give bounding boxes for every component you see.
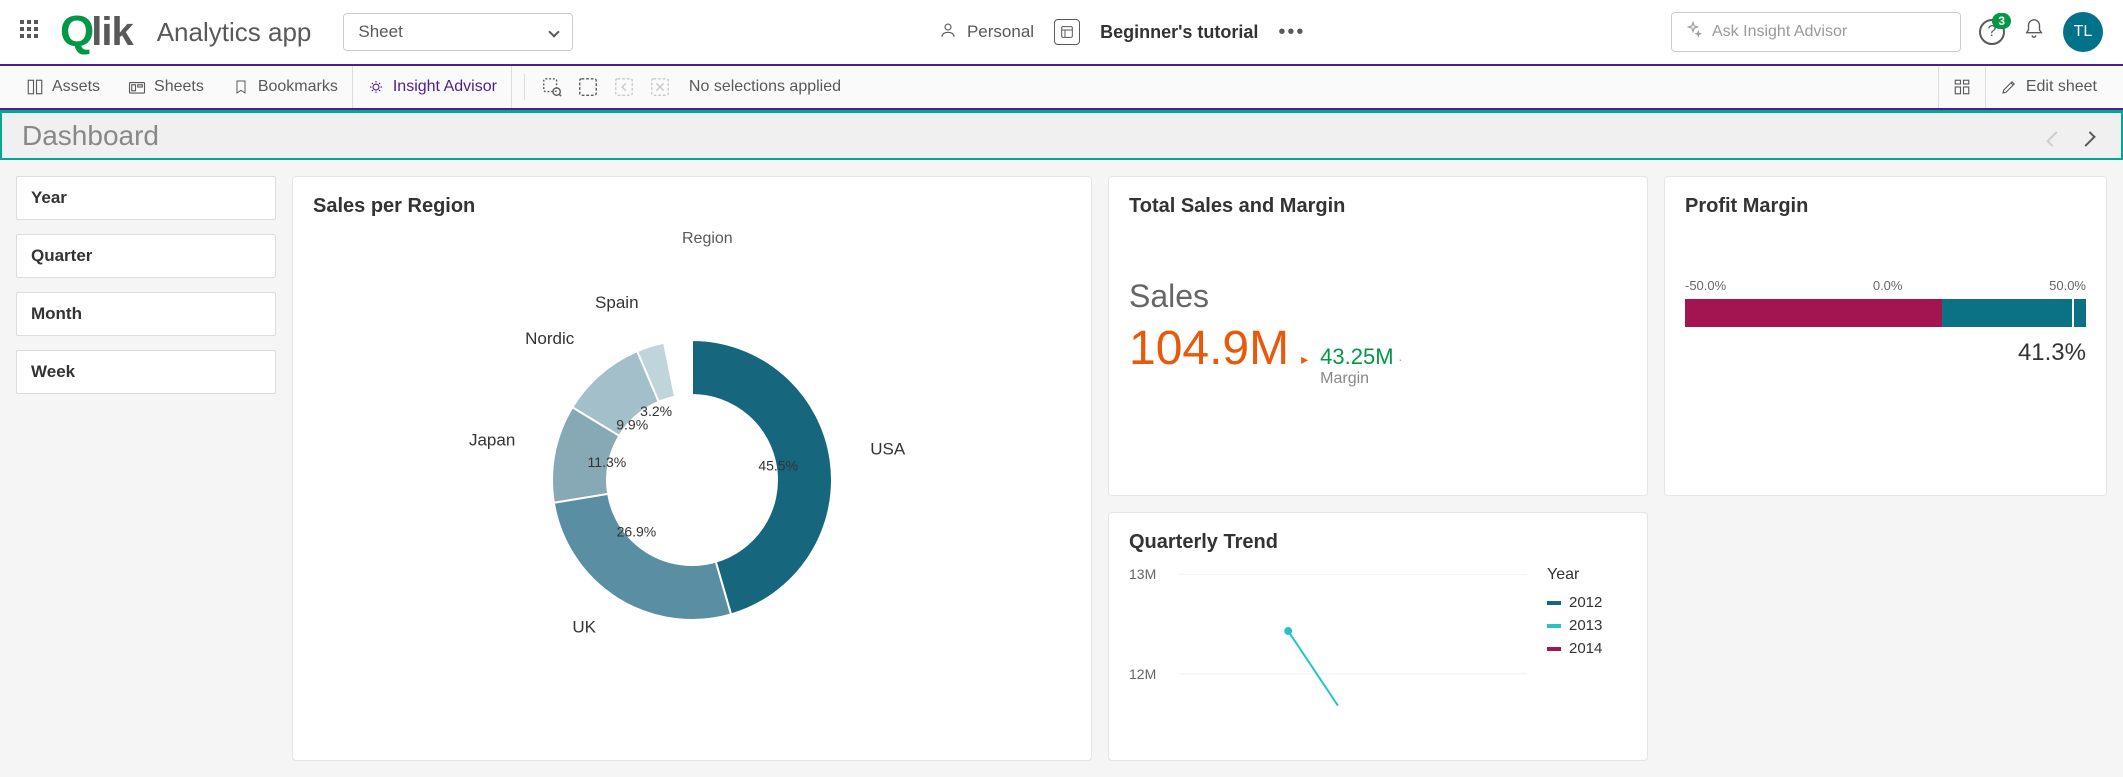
sheet-selector[interactable]: Sheet <box>343 13 573 51</box>
bookmark-icon <box>232 78 250 96</box>
sheet-title: Dashboard <box>22 120 159 152</box>
grid-icon <box>1953 78 1971 96</box>
kpi-value: 104.9M <box>1129 321 1289 376</box>
tutorial-title[interactable]: Beginner's tutorial <box>1100 22 1258 43</box>
trend-ylabel-0: 13M <box>1129 566 1156 582</box>
filter-month[interactable]: Month <box>16 292 276 336</box>
pencil-icon <box>2000 78 2018 96</box>
layout-grid-button[interactable] <box>1938 66 1985 108</box>
pm-scale-left: -50.0% <box>1685 278 1726 293</box>
insight-advisor-button[interactable]: Insight Advisor <box>352 66 512 108</box>
total-sales-kpi[interactable]: Total Sales and Margin Sales 104.9M ▸ 43… <box>1108 176 1648 496</box>
next-sheet-button[interactable] <box>2075 122 2101 150</box>
trend-ylabel-1: 12M <box>1129 666 1156 682</box>
trend-title: Quarterly Trend <box>1129 531 1627 554</box>
app-launcher-icon[interactable] <box>20 20 44 44</box>
clear-selections-icon <box>649 76 671 98</box>
svg-text:UK: UK <box>572 617 596 636</box>
step-back-icon <box>613 76 635 98</box>
sales-per-region-chart[interactable]: Sales per Region Region 45.5% USA 26.9% UK 1… <box>292 176 1092 761</box>
legend-item[interactable]: 2014 <box>1547 640 1627 657</box>
assets-button[interactable]: Assets <box>12 66 114 108</box>
more-menu-icon[interactable]: ••• <box>1278 21 1305 44</box>
notifications-icon[interactable] <box>2023 18 2045 47</box>
sheets-label: Sheets <box>154 78 204 96</box>
insight-label: Insight Advisor <box>393 78 497 96</box>
filter-pane: Year Quarter Month Week <box>16 176 276 761</box>
kpi-label: Sales <box>1129 278 1627 315</box>
filter-quarter[interactable]: Quarter <box>16 234 276 278</box>
person-icon <box>939 21 957 44</box>
kpi-margin-value: 43.25M <box>1320 344 1393 369</box>
ask-insight-input[interactable]: Ask Insight Advisor <box>1671 12 1961 52</box>
personal-label: Personal <box>967 22 1034 42</box>
pm-value: 41.3% <box>1685 339 2086 367</box>
bookmarks-label: Bookmarks <box>258 78 338 96</box>
svg-text:Spain: Spain <box>595 293 638 312</box>
help-icon[interactable]: ? 3 <box>1979 19 2005 45</box>
donut-svg: 45.5%USA26.9%UK11.3%Japan9.9%Nordic3.2%S… <box>432 260 952 680</box>
sheet-selector-label: Sheet <box>358 22 402 42</box>
prev-sheet-button <box>2041 122 2067 150</box>
svg-text:USA: USA <box>870 440 906 459</box>
pm-scale-mid: 0.0% <box>1873 278 1903 293</box>
kpi-side-marker: · <box>1398 351 1403 367</box>
qlik-logo: Qlik <box>60 7 133 57</box>
svg-text:11.3%: 11.3% <box>588 454 627 470</box>
trend-legend: Year 2012 2013 2014 <box>1547 566 1627 706</box>
trend-legend-title: Year <box>1547 566 1627 584</box>
bookmarks-button[interactable]: Bookmarks <box>218 66 352 108</box>
no-selections-text: No selections applied <box>689 78 841 96</box>
filter-week[interactable]: Week <box>16 350 276 394</box>
pm-title: Profit Margin <box>1685 195 2086 218</box>
svg-text:45.5%: 45.5% <box>758 458 798 474</box>
legend-item[interactable]: 2012 <box>1547 594 1627 611</box>
quarterly-trend-chart[interactable]: Quarterly Trend 13M 12M Year 2012 2013 201… <box>1108 512 1648 761</box>
kpi-trend-icon: ▸ <box>1301 351 1308 368</box>
kpi-margin-label: Margin <box>1320 370 1403 388</box>
sheets-icon <box>128 78 146 96</box>
pm-scale-right: 50.0% <box>2049 278 2086 293</box>
edit-sheet-button[interactable]: Edit sheet <box>1985 66 2111 108</box>
chart-title: Sales per Region <box>313 195 1071 218</box>
user-avatar[interactable]: TL <box>2063 12 2103 52</box>
sparkle-icon <box>1684 21 1702 44</box>
space-indicator[interactable]: Personal <box>939 21 1034 44</box>
sheets-button[interactable]: Sheets <box>114 66 218 108</box>
app-name: Analytics app <box>157 17 312 48</box>
svg-text:3.2%: 3.2% <box>640 403 672 419</box>
svg-text:26.9%: 26.9% <box>617 524 657 540</box>
kpi-title: Total Sales and Margin <box>1129 195 1627 218</box>
donut-legend-header: Region <box>682 230 733 248</box>
chevron-down-icon <box>549 26 560 37</box>
insight-icon <box>367 78 385 96</box>
edit-sheet-label: Edit sheet <box>2026 78 2097 96</box>
filter-year[interactable]: Year <box>16 176 276 220</box>
ask-placeholder: Ask Insight Advisor <box>1712 23 1847 41</box>
assets-icon <box>26 78 44 96</box>
svg-text:Nordic: Nordic <box>525 329 575 348</box>
smart-search-icon[interactable] <box>541 76 563 98</box>
help-badge: 3 <box>1992 13 2011 29</box>
trend-plot-area: 13M 12M <box>1129 566 1527 706</box>
legend-item[interactable]: 2013 <box>1547 617 1627 634</box>
svg-text:Japan: Japan <box>469 431 515 450</box>
profit-margin-gauge[interactable]: Profit Margin -50.0% 0.0% 50.0% 41.3% <box>1664 176 2107 496</box>
selections-tool-icon[interactable] <box>577 76 599 98</box>
assets-label: Assets <box>52 78 100 96</box>
app-thumbnail-icon <box>1054 19 1080 45</box>
pm-bar <box>1685 299 2086 327</box>
